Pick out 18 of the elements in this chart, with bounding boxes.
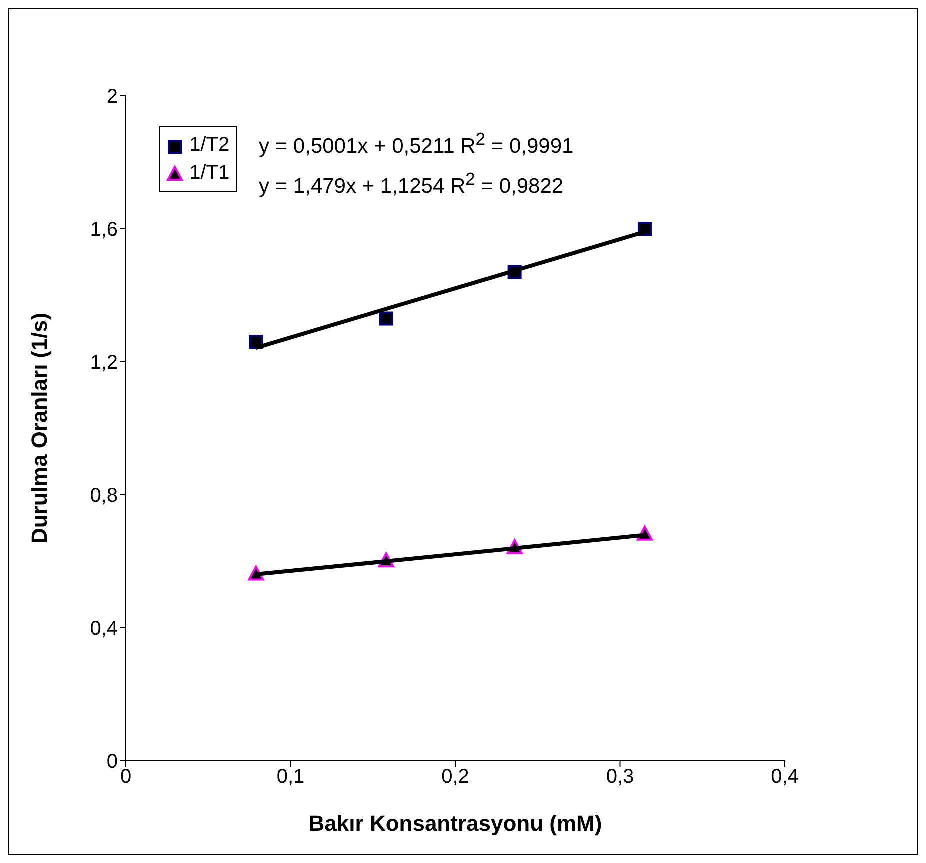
y-tick-label: 0 bbox=[106, 751, 118, 774]
y-axis-title: Durulma Oranları (1/s) bbox=[26, 312, 52, 544]
legend-label: 1/T2 bbox=[188, 133, 230, 158]
legend-label: 1/T1 bbox=[188, 161, 230, 186]
annotation: y = 1,479x + 1,1254 R$^{2}$ = 0,9822 bbox=[259, 169, 564, 199]
x-tick-label: 0,2 bbox=[442, 766, 470, 788]
x-tick-label: 0,3 bbox=[606, 766, 634, 788]
y-tick-label: 0,4 bbox=[90, 618, 118, 640]
y-tick-label: 1,2 bbox=[90, 352, 118, 374]
y-tick-label: 2 bbox=[106, 86, 118, 108]
y-tick-label: 0,8 bbox=[90, 485, 118, 508]
point bbox=[379, 312, 394, 326]
point bbox=[248, 566, 264, 581]
x-tick-label: 0,1 bbox=[276, 766, 305, 788]
x-tick-label: 0,4 bbox=[771, 766, 799, 788]
x-axis-title: Bakır Konsantrasyonu (mM) bbox=[308, 811, 602, 836]
annotation: y = 0,5001x + 0,5211 R$^{2}$ = 0,9991 bbox=[259, 129, 574, 159]
y-tick-label: 1,6 bbox=[90, 219, 118, 242]
